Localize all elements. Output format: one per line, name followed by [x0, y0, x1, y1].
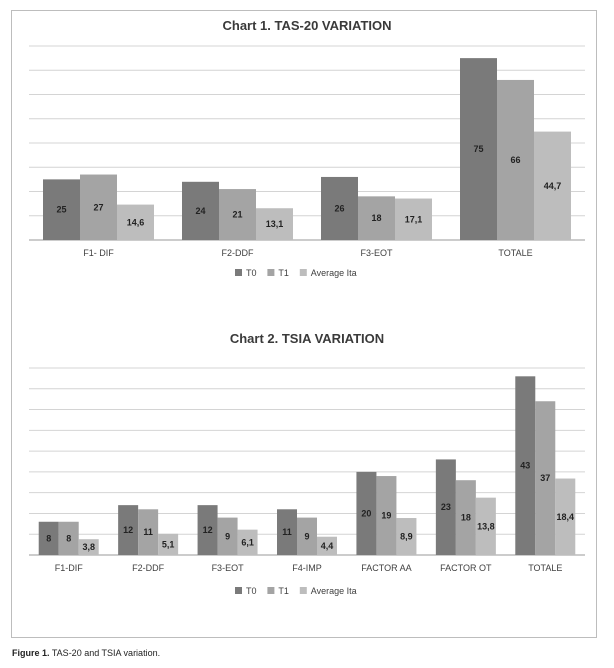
x-tick-label: FACTOR OT	[440, 563, 492, 573]
data-label: 24	[195, 206, 205, 216]
x-tick-label: F3-EOT	[360, 248, 393, 258]
legend-swatch	[235, 587, 242, 594]
bar-average-ita	[396, 518, 417, 555]
bar-t1	[219, 189, 256, 240]
data-label: 23	[441, 502, 451, 512]
x-tick-label: F4-IMP	[292, 563, 322, 573]
data-label: 8	[46, 533, 51, 543]
bar-t0	[38, 521, 59, 555]
bar-t1	[297, 517, 317, 555]
data-label: 18,4	[557, 512, 575, 522]
legend-swatch	[267, 269, 275, 276]
x-tick-label: F2-DDF	[132, 563, 164, 573]
data-label: 75	[473, 144, 483, 154]
bar-t0	[182, 181, 219, 240]
data-label: 9	[304, 531, 309, 541]
legend-swatch	[267, 587, 275, 594]
data-label: 17,1	[405, 214, 423, 224]
bar-t1	[455, 480, 476, 555]
bar-average-ita	[395, 198, 432, 240]
caption-text: TAS-20 and TSIA variation.	[49, 648, 161, 658]
data-label: 9	[225, 531, 230, 541]
data-label: 14,6	[127, 217, 145, 227]
bar-average-ita	[475, 497, 496, 555]
bar-average-ita	[78, 539, 99, 555]
x-tick-label: TOTALE	[498, 248, 532, 258]
chart-title: Chart 2. TSIA VARIATION	[230, 331, 384, 346]
data-label: 12	[203, 525, 213, 535]
chart-tas20: Chart 1. TAS-20 VARIATION 25 27 14,6 F1- DIF…	[29, 18, 585, 278]
chart-tsia: Chart 2. TSIA VARIATION 8 8 3,8 F1-DIF 12 11 5,…	[29, 331, 585, 596]
bar-average-ita	[158, 533, 179, 555]
legend-swatch	[235, 269, 242, 276]
x-tick-label: F1- DIF	[83, 248, 114, 258]
x-tick-label: F3-EOT	[212, 563, 245, 573]
bar-t0	[118, 505, 139, 555]
data-label: 21	[232, 210, 242, 220]
data-label: 11	[282, 527, 292, 537]
data-label: 18	[461, 513, 471, 523]
x-tick-label: F2-DDF	[222, 248, 254, 258]
data-label: 13,1	[266, 219, 284, 229]
bar-t1	[376, 476, 397, 555]
legend-swatch	[299, 269, 307, 276]
legend-label: T1	[278, 268, 289, 278]
bar-average-ita	[555, 478, 576, 555]
data-label: 6,1	[241, 537, 254, 547]
bar-t0	[321, 176, 358, 240]
x-tick-label: TOTALE	[528, 563, 562, 573]
data-label: 3,8	[82, 542, 95, 552]
data-label: 11	[143, 527, 153, 537]
data-label: 25	[56, 205, 66, 215]
data-label: 13,8	[477, 521, 495, 531]
bar-average-ita	[256, 208, 293, 240]
bar-t0	[277, 509, 297, 555]
data-label: 8,9	[400, 532, 413, 542]
data-label: 5,1	[162, 539, 175, 549]
legend-label: T0	[246, 268, 257, 278]
bar-t0	[460, 58, 497, 240]
bar-t1	[138, 509, 159, 555]
figure-caption: Figure 1. TAS-20 and TSIA variation.	[12, 648, 160, 658]
data-label: 8	[66, 533, 71, 543]
bar-t0	[197, 505, 218, 555]
data-label: 44,7	[544, 181, 562, 191]
data-label: 43	[520, 461, 530, 471]
bar-t1	[80, 174, 117, 240]
data-label: 12	[123, 525, 133, 535]
bar-t1	[497, 79, 534, 240]
bar-t1	[535, 401, 556, 555]
legend-label: T1	[278, 586, 289, 596]
data-label: 26	[334, 203, 344, 213]
x-tick-label: FACTOR AA	[361, 563, 411, 573]
data-label: 37	[540, 473, 550, 483]
legend-label: Average Ita	[311, 268, 357, 278]
data-label: 19	[381, 511, 391, 521]
bar-t0	[435, 459, 456, 555]
data-label: 4,4	[321, 541, 334, 551]
bar-average-ita	[117, 204, 154, 240]
bar-average-ita	[534, 131, 571, 240]
data-label: 18	[371, 213, 381, 223]
data-label: 27	[93, 202, 103, 212]
bar-t1	[358, 196, 395, 240]
x-tick-label: F1-DIF	[55, 563, 84, 573]
caption-label: Figure 1.	[12, 648, 50, 658]
legend-swatch	[299, 587, 307, 594]
bar-t1	[58, 521, 79, 555]
bar-average-ita	[317, 536, 337, 555]
bar-t0	[515, 376, 536, 555]
data-label: 66	[510, 155, 520, 165]
bar-t0	[356, 471, 377, 555]
bar-t1	[217, 517, 238, 555]
bar-t0	[43, 179, 80, 240]
legend-label: Average Ita	[311, 586, 357, 596]
legend-label: T0	[246, 586, 257, 596]
chart-title: Chart 1. TAS-20 VARIATION	[222, 18, 391, 33]
data-label: 20	[361, 508, 371, 518]
bar-average-ita	[237, 529, 258, 555]
